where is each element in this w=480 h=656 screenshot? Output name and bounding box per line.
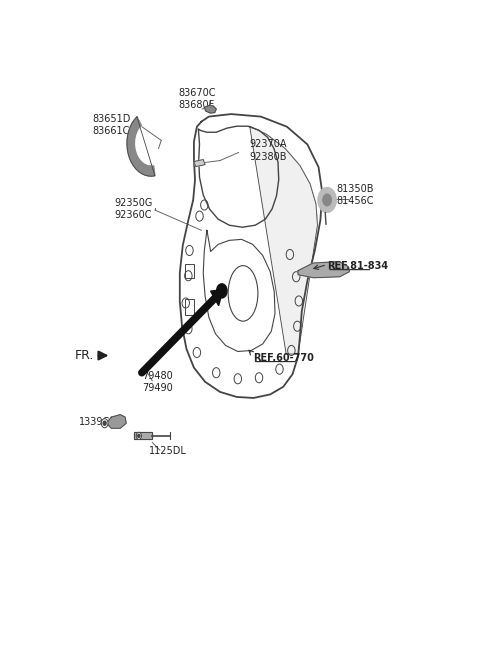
Polygon shape: [107, 415, 126, 428]
Circle shape: [103, 421, 106, 425]
Text: REF.81-834: REF.81-834: [327, 260, 388, 271]
Text: 92370A
92380B: 92370A 92380B: [250, 139, 287, 161]
Polygon shape: [250, 126, 317, 354]
Polygon shape: [127, 117, 155, 176]
Circle shape: [136, 432, 142, 440]
Polygon shape: [204, 106, 216, 113]
Text: 1125DL: 1125DL: [149, 447, 187, 457]
Text: FR.: FR.: [75, 349, 94, 362]
Text: 1339CC: 1339CC: [79, 417, 117, 427]
Text: 81350B
81456C: 81350B 81456C: [336, 184, 373, 206]
Text: 83651D
83661C: 83651D 83661C: [92, 114, 131, 136]
Circle shape: [138, 434, 140, 438]
Circle shape: [318, 188, 336, 213]
Polygon shape: [211, 290, 223, 306]
Circle shape: [323, 194, 332, 206]
Text: 79480
79490: 79480 79490: [142, 371, 173, 393]
Polygon shape: [194, 159, 205, 167]
Polygon shape: [133, 432, 152, 440]
Text: 83670C
83680F: 83670C 83680F: [178, 88, 216, 110]
Text: 92350G
92360C: 92350G 92360C: [114, 198, 152, 220]
Circle shape: [101, 419, 108, 428]
Text: REF.60-770: REF.60-770: [252, 352, 313, 363]
Polygon shape: [298, 262, 349, 277]
Circle shape: [216, 284, 227, 298]
